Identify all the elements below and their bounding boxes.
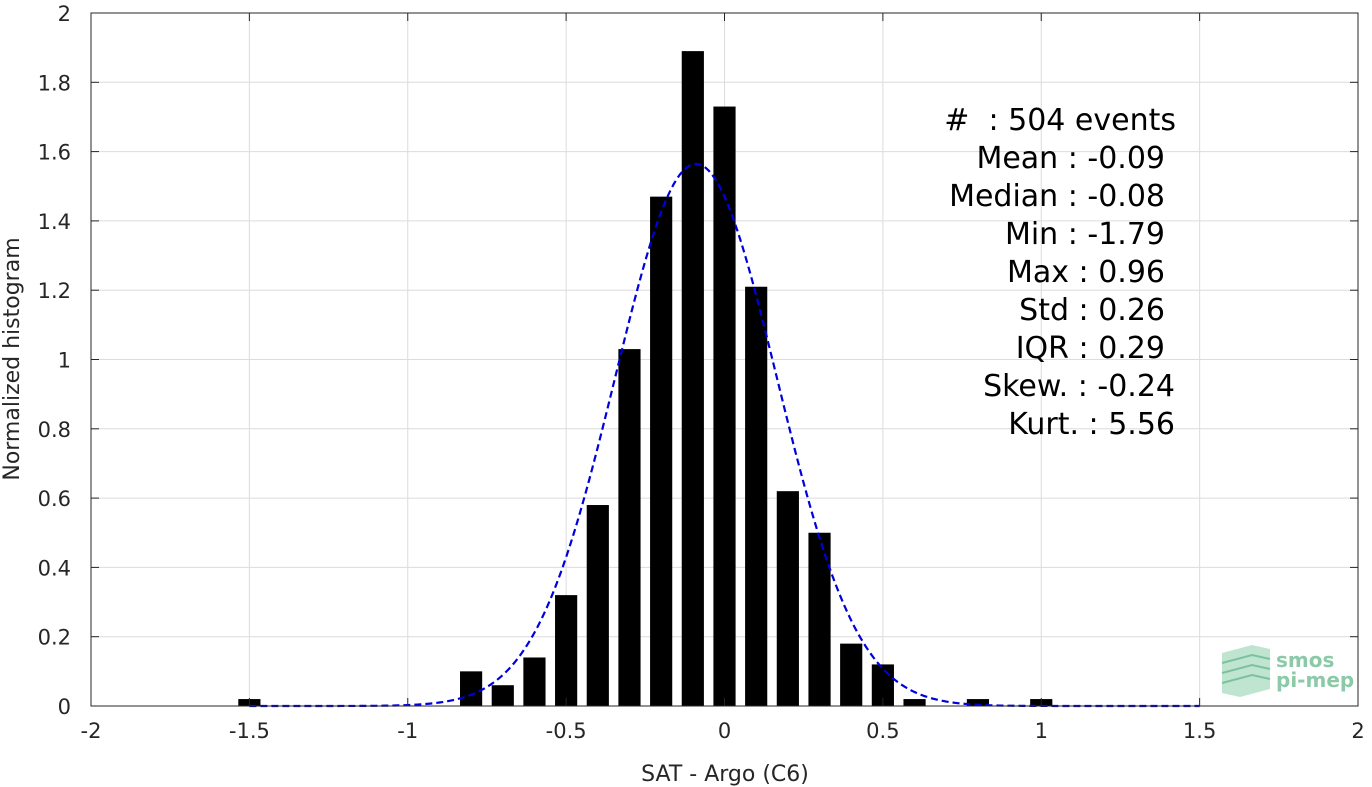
y-tick-label: 1: [58, 349, 71, 373]
stat-line: Kurt. : 5.56: [1008, 407, 1175, 442]
histogram-bar: [555, 595, 578, 706]
histogram-bar: [491, 685, 514, 706]
x-axis-label: SAT - Argo (C6): [641, 762, 809, 787]
y-tick-label: 1.6: [38, 141, 71, 165]
x-tick-label: -2: [81, 719, 102, 743]
stat-line: IQR : 0.29: [1016, 331, 1165, 366]
x-tick-label: 0: [718, 719, 731, 743]
y-tick-labels: 0 0.2 0.4 0.6 0.8 1 1.2 1.4 1.6 1.8 2: [38, 2, 71, 719]
histogram-bar: [808, 532, 831, 706]
histogram-bar: [586, 505, 609, 706]
histogram-bar: [681, 51, 704, 707]
smos-pi-mep-logo: smos pi-mep: [1221, 645, 1354, 697]
x-tick-labels: -2 -1.5 -1 -0.5 0 0.5 1 1.5 2: [81, 719, 1365, 743]
x-tick-label: 2: [1351, 719, 1364, 743]
histogram-bar: [745, 286, 768, 706]
y-tick-label: 0.6: [38, 487, 71, 511]
histogram-bars: [238, 51, 1053, 707]
stat-line: Min : -1.79: [1005, 217, 1165, 252]
y-tick-label: 0.2: [38, 626, 71, 650]
logo-text-smos: smos: [1276, 648, 1334, 672]
x-tick-label: 0.5: [866, 719, 899, 743]
histogram-bar: [776, 491, 799, 706]
y-tick-label: 0: [58, 695, 71, 719]
histogram-bar: [966, 699, 989, 706]
stat-line: Median : -0.08: [949, 179, 1165, 214]
y-tick-label: 0.8: [38, 418, 71, 442]
x-tick-label: 1: [1035, 719, 1048, 743]
histogram-bar: [523, 657, 546, 706]
histogram-bar: [903, 699, 926, 706]
logo-text-pi-mep: pi-mep: [1276, 668, 1354, 692]
histogram-bar: [650, 196, 673, 706]
stat-line: Skew. : -0.24: [983, 369, 1175, 404]
x-tick-label: -1.5: [229, 719, 270, 743]
histogram-bar: [460, 671, 483, 706]
y-tick-label: 1.8: [38, 71, 71, 95]
axis-ticks: [90, 12, 1359, 707]
stat-line: # : 504 events: [944, 103, 1176, 138]
stat-line: Max : 0.96: [1007, 255, 1165, 290]
histogram-bar: [618, 349, 641, 706]
y-axis-label: Normalized histogram: [0, 237, 25, 480]
y-tick-label: 0.4: [38, 556, 71, 580]
histogram-bar: [840, 643, 863, 706]
stat-line: Std : 0.26: [1019, 293, 1165, 328]
stat-line: Mean : -0.09: [976, 141, 1165, 176]
logo-mark-icon: [1221, 645, 1271, 697]
x-tick-label: 1.5: [1183, 719, 1216, 743]
y-tick-label: 1.2: [38, 279, 71, 303]
x-tick-label: -1: [397, 719, 418, 743]
y-tick-label: 1.4: [38, 210, 71, 234]
x-tick-label: -0.5: [546, 719, 587, 743]
y-tick-label: 2: [58, 2, 71, 26]
histogram-bar: [713, 106, 736, 707]
